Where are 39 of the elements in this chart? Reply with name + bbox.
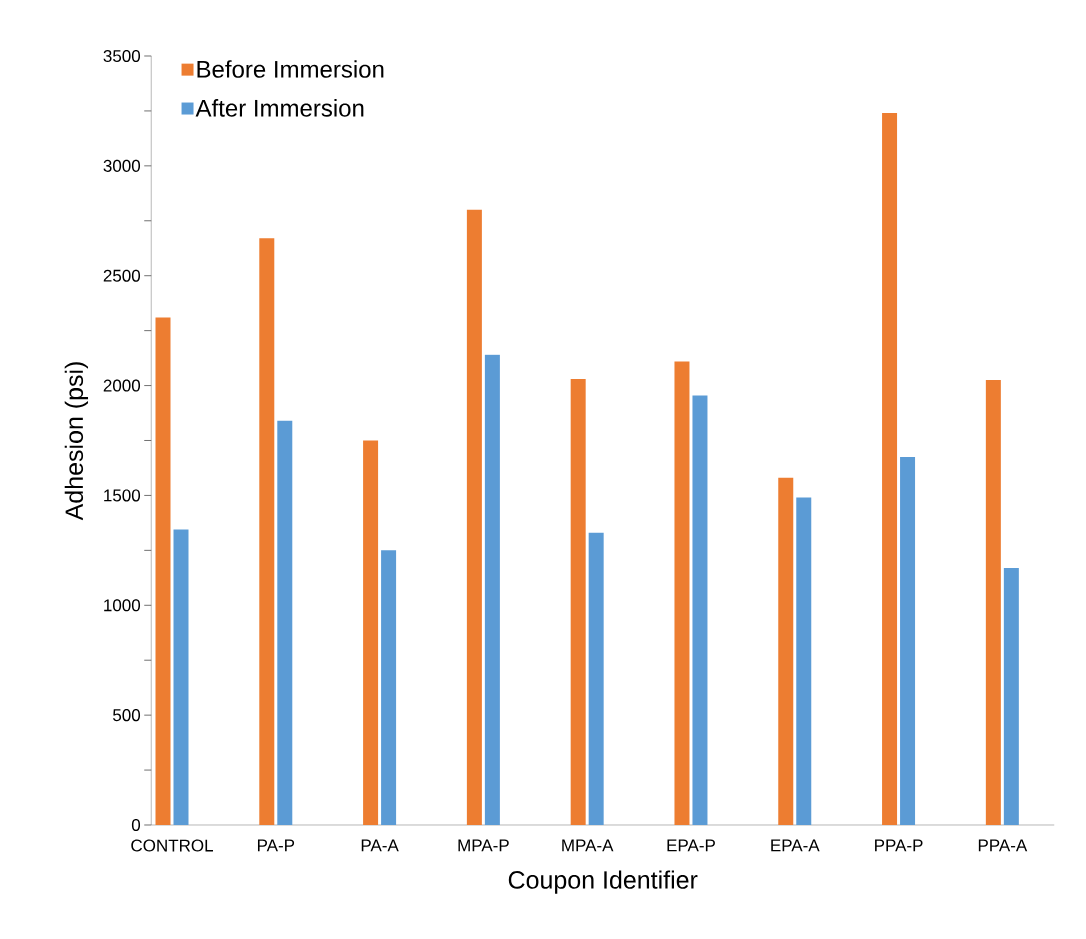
- x-tick-label: CONTROL: [131, 839, 213, 852]
- x-tick-label: PA-P: [257, 839, 295, 852]
- y-tick-label: 1500: [104, 489, 141, 502]
- x-tick-label: PA-A: [361, 839, 399, 852]
- bar: [1003, 567, 1019, 825]
- y-tick-label: 3000: [103, 159, 141, 172]
- x-tick-label: MPA-P: [458, 839, 509, 852]
- bar: [466, 209, 482, 825]
- y-tick-label: 2000: [103, 379, 141, 392]
- bar: [277, 420, 293, 825]
- bar: [882, 113, 898, 825]
- bar: [381, 550, 397, 825]
- y-tick-label: 500: [113, 709, 141, 722]
- bar: [796, 497, 812, 825]
- bar: [692, 395, 708, 825]
- legend-label: After Immersion: [195, 99, 364, 117]
- x-tick-label: PPA-A: [978, 839, 1028, 852]
- bar: [259, 238, 275, 825]
- x-tick-label: EPA-P: [667, 839, 715, 852]
- y-tick-label: 3500: [103, 49, 141, 63]
- bar: [900, 456, 916, 825]
- x-tick-label: EPA-A: [771, 839, 820, 852]
- bar: [778, 477, 794, 825]
- bar: [363, 440, 379, 825]
- y-tick-label: 0: [131, 818, 141, 832]
- y-axis-title: Adhesion (psi): [64, 362, 89, 521]
- bar: [570, 378, 586, 825]
- bar: [588, 532, 604, 825]
- y-tick-label: 2500: [103, 269, 141, 282]
- bar: [484, 354, 500, 825]
- bar: [155, 317, 171, 825]
- y-tick-label: 1000: [104, 599, 141, 612]
- x-tick-label: MPA-A: [562, 839, 614, 852]
- bar: [985, 380, 1001, 825]
- bar: [674, 361, 690, 825]
- x-axis-title: Coupon Identifier: [508, 870, 698, 894]
- legend-label: Before Immersion: [197, 60, 384, 78]
- x-tick-label: PPA-P: [875, 839, 923, 852]
- bar: [173, 529, 189, 825]
